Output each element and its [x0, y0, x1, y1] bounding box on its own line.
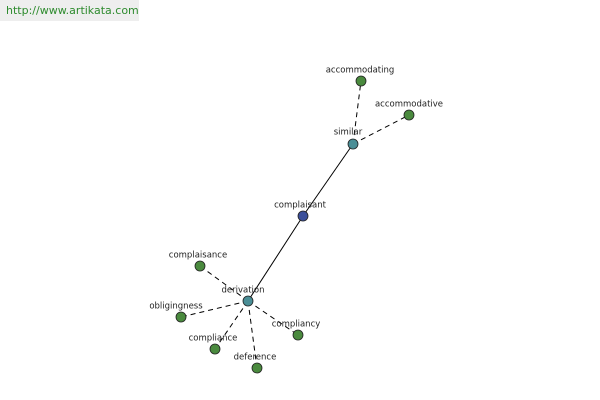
edges [180, 80, 410, 369]
node-label: similar [334, 128, 363, 138]
edge [199, 265, 249, 302]
url: http://www.artikata.com [6, 4, 139, 17]
url-banner [0, 0, 139, 21]
node [242, 295, 254, 307]
edge [247, 300, 258, 369]
node [355, 75, 367, 87]
edge [352, 114, 410, 145]
node [251, 362, 263, 374]
node-label: accommodating [326, 66, 395, 76]
node-label: obligingness [149, 302, 203, 312]
node [403, 109, 415, 121]
edge [352, 80, 362, 145]
edge [247, 300, 299, 336]
node [175, 311, 187, 323]
node-label: derivation [221, 286, 264, 296]
node [292, 329, 304, 341]
edge [180, 300, 249, 318]
node-label: compliancy [272, 320, 321, 330]
node [347, 138, 359, 150]
node-label: compliance [189, 334, 238, 344]
edge [302, 143, 354, 217]
node-label: complaisance [169, 251, 227, 261]
labels: complaisant similar derivation accommoda… [149, 66, 443, 363]
node-label: deference [234, 353, 277, 363]
node-label: complaisant [274, 201, 327, 211]
node [297, 210, 309, 222]
node [194, 260, 206, 272]
edge [214, 300, 249, 350]
nodes [175, 75, 415, 374]
node [209, 343, 221, 355]
edge [247, 215, 304, 302]
node-label: accommodative [375, 100, 443, 110]
